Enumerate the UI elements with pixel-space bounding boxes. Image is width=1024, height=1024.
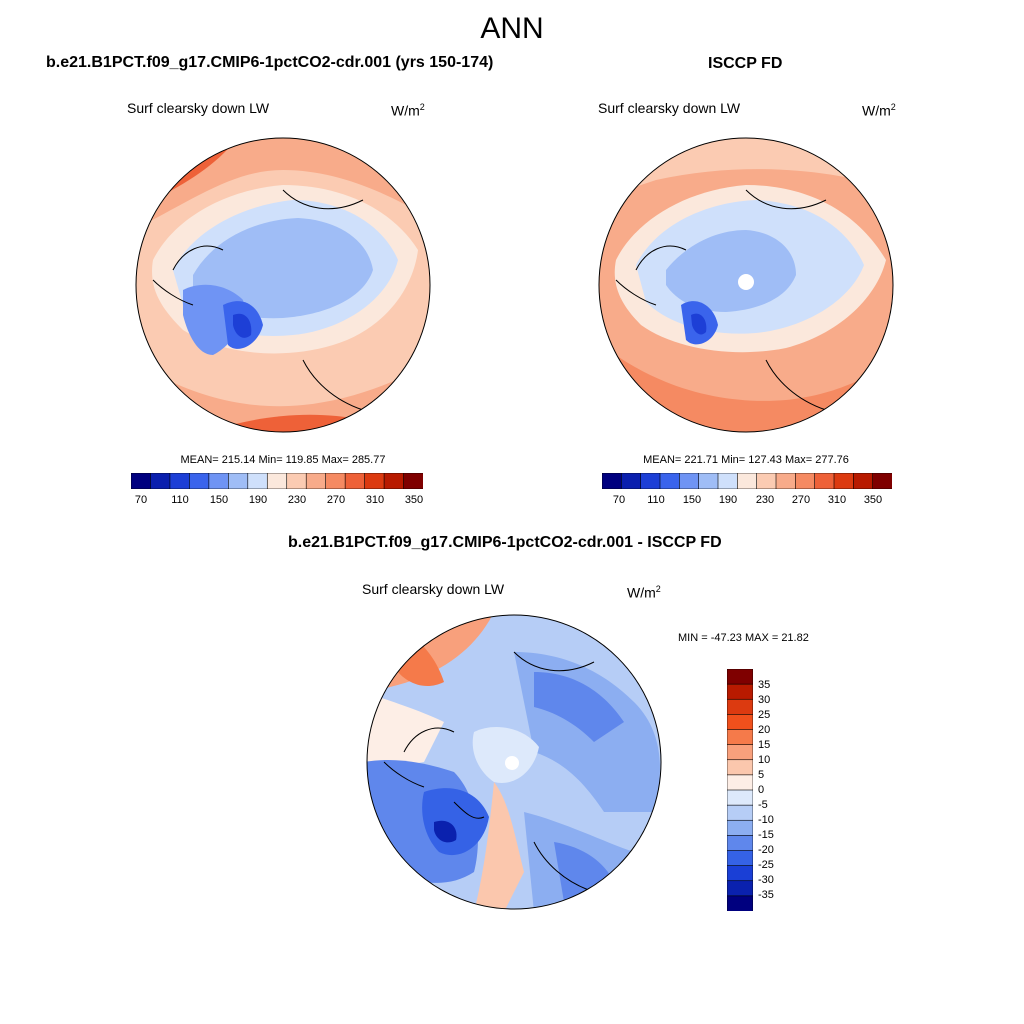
colorbar-swatch bbox=[325, 473, 346, 489]
colorbar-swatch bbox=[364, 473, 385, 489]
colorbar-swatch bbox=[305, 473, 327, 489]
colorbar-swatch bbox=[872, 473, 892, 489]
cb-tick: 190 bbox=[248, 494, 268, 506]
colorbar-swatch bbox=[717, 473, 738, 489]
colorbar-swatch bbox=[727, 804, 753, 821]
right-panel-title: ISCCP FD bbox=[708, 55, 783, 72]
colorbar-swatch bbox=[795, 473, 816, 489]
colorbar-swatch bbox=[727, 880, 753, 897]
cb-tick: 310 bbox=[365, 494, 385, 506]
colorbar-swatch bbox=[727, 698, 753, 715]
cb-tick: 110 bbox=[171, 494, 189, 506]
colorbar-swatch bbox=[698, 473, 719, 489]
colorbar-swatch bbox=[131, 473, 152, 489]
colorbar-swatch bbox=[727, 819, 753, 836]
colorbar-swatch bbox=[679, 473, 700, 489]
colorbar-swatch bbox=[727, 729, 753, 746]
colorbar-swatch bbox=[727, 714, 753, 731]
cb-tick: 270 bbox=[326, 494, 346, 506]
colorbar-swatch bbox=[266, 473, 288, 489]
left-map bbox=[135, 137, 431, 433]
cb-tick: 190 bbox=[718, 494, 738, 506]
colorbar-swatch bbox=[621, 473, 642, 489]
colorbar-swatch bbox=[727, 683, 753, 700]
colorbar-swatch bbox=[737, 473, 758, 489]
colorbar-swatch bbox=[727, 744, 753, 761]
cb-tick: 70 bbox=[612, 494, 626, 506]
diff-map bbox=[366, 614, 662, 910]
colorbar-swatch bbox=[727, 669, 753, 685]
colorbar-swatch bbox=[150, 473, 171, 489]
colorbar-swatch bbox=[727, 835, 753, 852]
cb-tick: 350 bbox=[863, 494, 883, 506]
colorbar-swatch bbox=[853, 473, 874, 489]
colorbar-swatch bbox=[833, 473, 854, 489]
colorbar-swatch bbox=[727, 774, 753, 791]
left-units-label: W/m2 bbox=[391, 102, 425, 119]
colorbar-swatch bbox=[189, 473, 210, 489]
colorbar-swatch bbox=[727, 759, 753, 776]
cb-tick: -10 bbox=[758, 814, 774, 826]
right-units-label: W/m2 bbox=[862, 102, 896, 119]
diff-panel-title: b.e21.B1PCT.f09_g17.CMIP6-1pctCO2-cdr.00… bbox=[288, 534, 722, 551]
right-variable-label: Surf clearsky down LW bbox=[598, 100, 741, 116]
cb-tick: 20 bbox=[758, 724, 771, 736]
colorbar-swatch bbox=[286, 473, 307, 489]
cb-tick: 350 bbox=[404, 494, 424, 506]
cb-tick: 0 bbox=[758, 784, 765, 796]
colorbar-swatch bbox=[344, 473, 366, 489]
cb-tick: 70 bbox=[134, 494, 148, 506]
colorbar-swatch bbox=[727, 850, 753, 867]
cb-tick: -25 bbox=[758, 859, 774, 871]
colorbar-swatch bbox=[775, 473, 796, 489]
colorbar-swatch bbox=[228, 473, 249, 489]
cb-tick: -35 bbox=[758, 889, 774, 901]
cb-tick: -30 bbox=[758, 874, 774, 886]
colorbar-swatch bbox=[727, 895, 753, 911]
cb-tick: 5 bbox=[758, 769, 765, 781]
colorbar-swatch bbox=[814, 473, 835, 489]
left-panel-title: b.e21.B1PCT.f09_g17.CMIP6-1pctCO2-cdr.00… bbox=[46, 54, 494, 71]
diff-stats: MIN = -47.23 MAX = 21.82 bbox=[678, 632, 809, 644]
colorbar-swatch bbox=[247, 473, 268, 489]
figure-title: ANN bbox=[480, 12, 544, 45]
colorbar-swatch bbox=[208, 473, 229, 489]
right-map bbox=[598, 137, 894, 433]
cb-tick: 35 bbox=[758, 679, 771, 691]
colorbar-swatch bbox=[383, 473, 405, 489]
colorbar-swatch bbox=[756, 473, 777, 489]
cb-tick: -5 bbox=[758, 799, 768, 811]
colorbar-swatch bbox=[403, 473, 423, 489]
colorbar-swatch bbox=[602, 473, 622, 489]
cb-tick: 150 bbox=[209, 494, 229, 506]
cb-tick: 25 bbox=[758, 709, 771, 721]
cb-tick: 150 bbox=[682, 494, 702, 506]
diff-colorbar bbox=[727, 669, 753, 911]
cb-tick: -20 bbox=[758, 844, 774, 856]
cb-tick: 110 bbox=[647, 494, 665, 506]
cb-tick: 30 bbox=[758, 694, 771, 706]
left-colorbar-ticks: 70 110 150 190 230 270 310 350 bbox=[131, 494, 423, 508]
colorbar-swatch bbox=[659, 473, 680, 489]
left-variable-label: Surf clearsky down LW bbox=[127, 100, 270, 116]
cb-tick: 230 bbox=[287, 494, 307, 506]
cb-tick: -15 bbox=[758, 829, 774, 841]
right-stats: MEAN= 221.71 Min= 127.43 Max= 277.76 bbox=[643, 454, 849, 466]
colorbar-swatch bbox=[727, 865, 753, 882]
diff-variable-label: Surf clearsky down LW bbox=[362, 581, 505, 597]
left-stats: MEAN= 215.14 Min= 119.85 Max= 285.77 bbox=[180, 454, 386, 466]
diff-colorbar-ticks: 35 30 25 20 15 10 5 0 -5 -10 -15 -20 -25… bbox=[758, 677, 798, 917]
colorbar-swatch bbox=[169, 473, 191, 489]
cb-tick: 270 bbox=[791, 494, 811, 506]
colorbar-swatch bbox=[727, 789, 753, 806]
diff-units-label: W/m2 bbox=[627, 584, 661, 601]
left-colorbar bbox=[131, 473, 423, 489]
cb-tick: 10 bbox=[758, 754, 771, 766]
cb-tick: 230 bbox=[755, 494, 775, 506]
colorbar-swatch bbox=[640, 473, 661, 489]
cb-tick: 15 bbox=[758, 739, 771, 751]
right-colorbar-ticks: 70 110 150 190 230 270 310 350 bbox=[602, 494, 892, 508]
right-colorbar bbox=[602, 473, 892, 489]
cb-tick: 310 bbox=[827, 494, 847, 506]
